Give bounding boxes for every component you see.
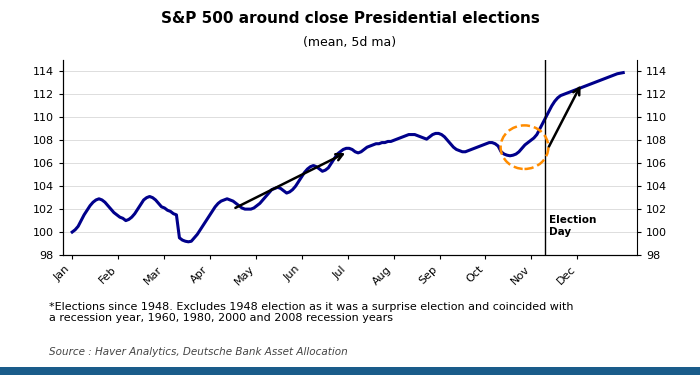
Text: *Elections since 1948. Excludes 1948 election as it was a surprise election and : *Elections since 1948. Excludes 1948 ele…	[49, 302, 573, 324]
Text: (mean, 5d ma): (mean, 5d ma)	[303, 36, 397, 49]
Text: S&P 500 around close Presidential elections: S&P 500 around close Presidential electi…	[160, 11, 540, 26]
Text: Election
Day: Election Day	[549, 215, 596, 237]
Text: Source : Haver Analytics, Deutsche Bank Asset Allocation: Source : Haver Analytics, Deutsche Bank …	[49, 347, 348, 357]
